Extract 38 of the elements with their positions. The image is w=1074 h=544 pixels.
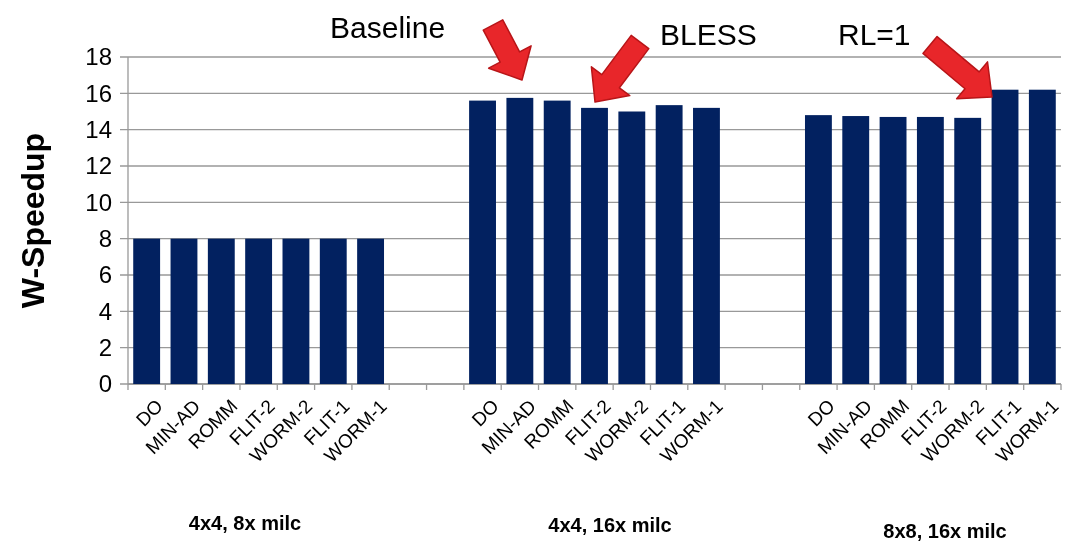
bar (245, 238, 273, 384)
y-axis-title: W-Speedup (15, 132, 51, 309)
bar (506, 97, 534, 384)
text: BLESS (660, 18, 757, 51)
bar (916, 116, 944, 384)
bar (954, 117, 982, 384)
bar (618, 111, 646, 384)
bar (581, 107, 608, 384)
bar (543, 100, 571, 384)
y-tick-label: 16 (85, 79, 112, 107)
y-tick-label: 0 (98, 370, 112, 398)
y-tick-label: 4 (98, 297, 112, 325)
y-tick-label: 18 (85, 43, 112, 71)
bar (842, 116, 870, 384)
y-tick-label: 12 (85, 152, 112, 180)
text: 4x4, 16x milc (548, 514, 672, 536)
bar (655, 105, 683, 384)
bar (991, 89, 1019, 384)
y-tick-label: 6 (98, 261, 112, 289)
bar (1028, 89, 1056, 384)
bar (170, 238, 198, 384)
y-tick-label: 10 (85, 188, 112, 216)
text: RL=1 (838, 18, 911, 51)
bar (693, 107, 720, 384)
bar (357, 238, 385, 384)
bar (319, 238, 347, 384)
text: 4x4, 8x milc (188, 512, 302, 534)
bar (133, 238, 161, 384)
text: 8x8, 16x milc (883, 520, 1007, 542)
y-tick-label: 14 (85, 116, 112, 144)
y-tick-label: 8 (98, 225, 112, 253)
bar (207, 238, 235, 384)
y-tick-label: 2 (98, 334, 112, 362)
bar (469, 100, 496, 384)
bar (282, 238, 310, 384)
bar (804, 115, 832, 384)
bar (879, 116, 907, 384)
text: Baseline (330, 11, 446, 44)
